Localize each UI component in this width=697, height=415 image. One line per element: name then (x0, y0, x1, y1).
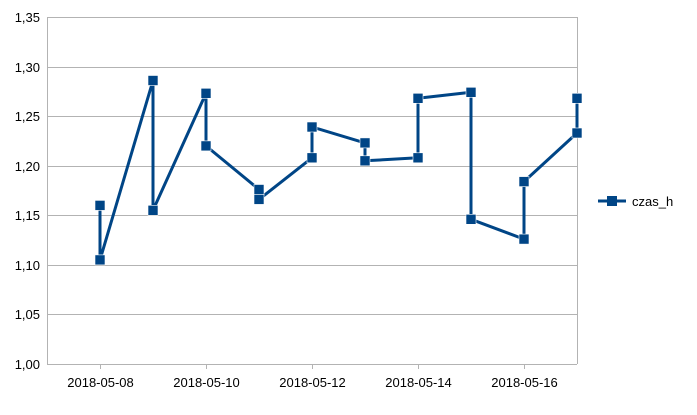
data-point-marker (359, 155, 371, 167)
x-tick-labels: 2018-05-08 2018-05-10 2018-05-12 2018-05-14… (67, 375, 558, 390)
x-tick-label: 2018-05-14 (385, 375, 452, 390)
data-point-marker (412, 152, 424, 164)
y-tick-labels: 1,00 1,05 1,10 1,15 1,20 1,25 1,30 1,35 (15, 10, 40, 372)
x-tick-label: 2018-05-10 (173, 375, 240, 390)
data-point-marker (412, 93, 424, 104)
data-point-marker (518, 233, 530, 245)
y-tick-label: 1,00 (15, 357, 40, 372)
data-point-marker (253, 194, 265, 205)
data-point-marker (571, 93, 583, 104)
legend-marker (607, 196, 617, 206)
series-czas-h (94, 75, 583, 266)
y-tick-label: 1,25 (15, 109, 40, 124)
data-point-marker (571, 127, 583, 139)
y-tick-label: 1,15 (15, 208, 40, 223)
series-line (98, 79, 579, 262)
y-tick-label: 1,35 (15, 10, 40, 25)
data-point-marker (94, 254, 106, 266)
axes (47, 17, 578, 369)
data-point-marker (465, 87, 477, 98)
data-point-marker (465, 214, 477, 225)
gridlines (47, 17, 577, 365)
data-point-marker (200, 88, 212, 99)
data-point-marker (306, 121, 318, 133)
x-tick-label: 2018-05-08 (67, 375, 134, 390)
y-tick-label: 1,10 (15, 258, 40, 273)
data-point-marker (147, 205, 159, 216)
data-point-marker (94, 200, 106, 211)
data-point-marker (359, 137, 371, 149)
data-point-marker (518, 176, 530, 187)
data-point-marker (306, 152, 318, 164)
data-point-marker (147, 75, 159, 86)
legend-label: czas_h (632, 194, 673, 209)
y-tick-label: 1,05 (15, 307, 40, 322)
legend: czas_h (598, 194, 673, 209)
y-tick-label: 1,30 (15, 60, 40, 75)
data-point-marker (253, 184, 265, 195)
y-tick-label: 1,20 (15, 159, 40, 174)
x-tick-label: 2018-05-12 (279, 375, 346, 390)
x-tick-label: 2018-05-16 (491, 375, 558, 390)
data-point-marker (200, 140, 212, 152)
